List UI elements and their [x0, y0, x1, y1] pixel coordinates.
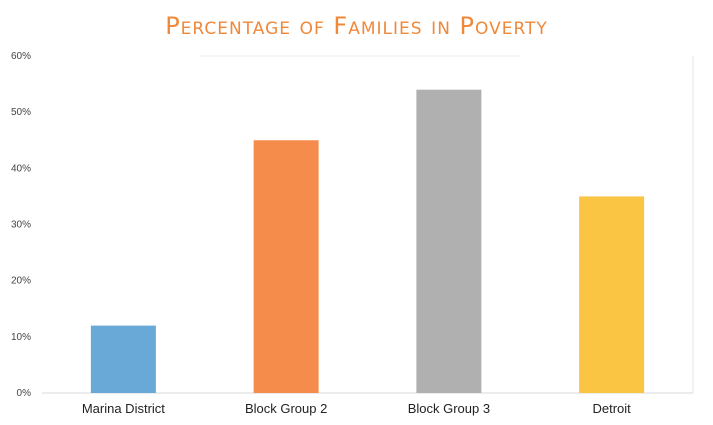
- x-axis: Marina District Block Group 2 Block Group …: [82, 401, 631, 416]
- bar-block-group-2: [253, 140, 319, 393]
- y-tick-label: 10%: [11, 332, 31, 343]
- y-tick-label: 30%: [11, 220, 31, 231]
- bar-block-group-3: [416, 89, 482, 393]
- y-axis: 0% 10% 20% 30% 40% 50% 60%: [11, 51, 31, 399]
- bar-detroit: [579, 196, 645, 393]
- x-category-label: Detroit: [592, 401, 631, 416]
- y-tick-label: 20%: [11, 276, 31, 287]
- y-tick-label: 0%: [17, 388, 32, 399]
- x-category-label: Block Group 3: [408, 401, 490, 416]
- x-category-label: Marina District: [82, 401, 165, 416]
- chart-title: Percentage of Families in Poverty: [165, 12, 548, 40]
- y-tick-label: 40%: [11, 163, 31, 174]
- y-tick-label: 50%: [11, 107, 31, 118]
- bar-series: [90, 89, 645, 393]
- bar-marina-district: [90, 325, 156, 393]
- x-category-label: Block Group 2: [245, 401, 327, 416]
- y-tick-label: 60%: [11, 51, 31, 62]
